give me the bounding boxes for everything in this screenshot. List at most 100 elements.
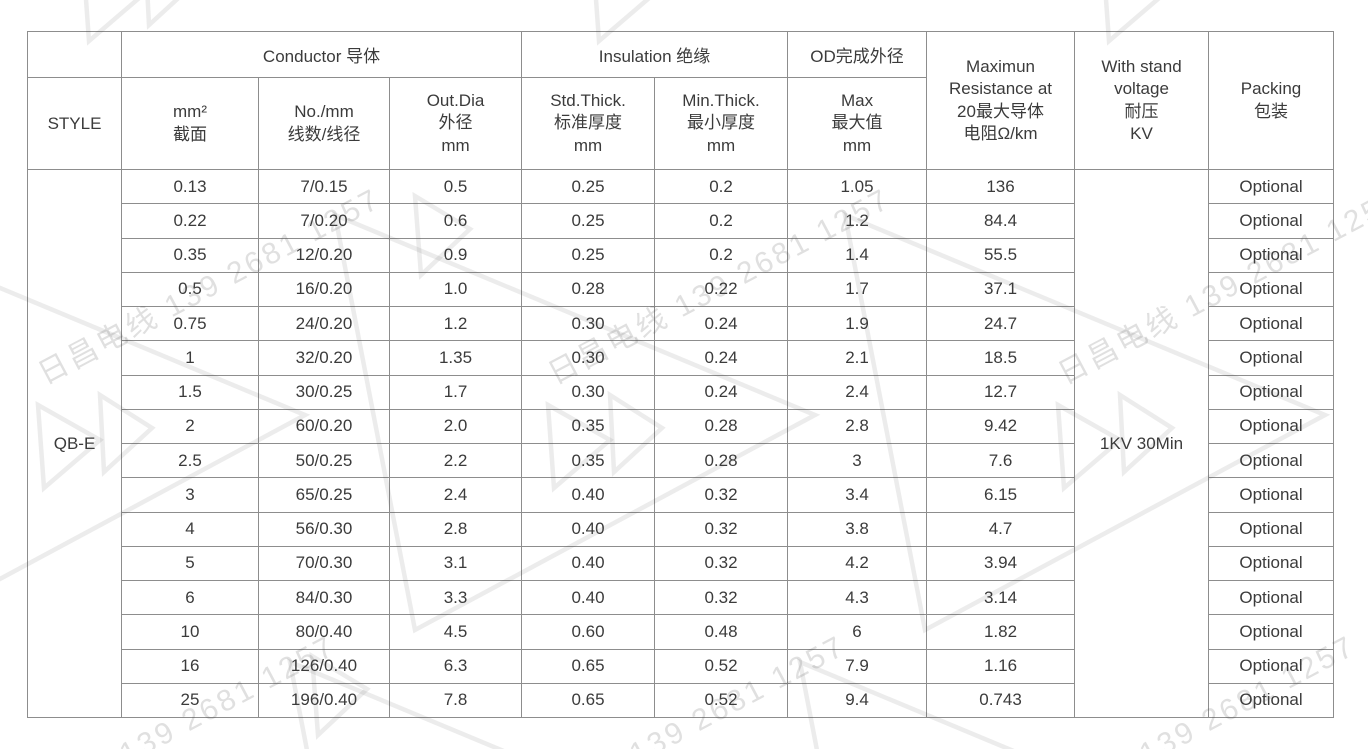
cell-resistance: 7.6 xyxy=(926,442,1076,479)
header-voltage: With stand voltage 耐压 KV xyxy=(1074,31,1210,170)
header-sub-row: STYLE mm² 截面 No./mm 线数/线径 Out.Dia 外径 mm … xyxy=(27,77,1334,170)
cell-od-max: 1.7 xyxy=(787,271,928,308)
cell-resistance: 4.7 xyxy=(926,511,1076,547)
cell-std-thick: 0.25 xyxy=(521,168,656,205)
table-row: 6 84/0.30 3.3 0.40 0.32 4.3 3.14 Optional xyxy=(28,579,1335,616)
table-row: 3 65/0.25 2.4 0.40 0.32 3.4 6.15 Optional xyxy=(28,477,1335,513)
table-row: 0.75 24/0.20 1.2 0.30 0.24 1.9 24.7 Optional xyxy=(28,305,1335,342)
cell-no-mm: 56/0.30 xyxy=(258,511,390,547)
cell-std-thick: 0.25 xyxy=(521,237,656,273)
cell-no-mm: 12/0.20 xyxy=(258,237,390,273)
cell-resistance: 37.1 xyxy=(926,271,1076,308)
cell-std-thick: 0.35 xyxy=(521,408,656,445)
cell-od-max: 7.9 xyxy=(787,648,928,684)
cell-od-max: 3.4 xyxy=(787,477,928,513)
cell-resistance: 55.5 xyxy=(926,237,1076,273)
cell-out-dia: 3.1 xyxy=(388,545,523,582)
header-style: STYLE xyxy=(27,77,122,170)
cell-resistance: 18.5 xyxy=(926,340,1076,376)
header-no-mm: No./mm 线数/线径 xyxy=(258,77,390,170)
cell-mm2: 5 xyxy=(121,545,259,582)
wire-spec-table: Conductor 导体 Insulation 绝缘 OD完成外径 Maximu… xyxy=(27,31,1335,719)
cell-std-thick: 0.65 xyxy=(521,682,656,719)
cell-std-thick: 0.25 xyxy=(521,203,656,239)
cell-od-max: 1.05 xyxy=(787,168,928,205)
cell-mm2: 25 xyxy=(121,682,259,719)
cell-resistance: 3.94 xyxy=(926,545,1076,582)
cell-packing: Optional xyxy=(1208,682,1335,719)
cell-packing: Optional xyxy=(1208,511,1335,547)
header-od-group: OD完成外径 xyxy=(787,31,928,78)
table-row: 10 80/0.40 4.5 0.60 0.48 6 1.82 Optional xyxy=(28,614,1335,650)
cell-packing: Optional xyxy=(1208,374,1335,410)
cell-std-thick: 0.40 xyxy=(521,477,656,513)
cell-od-max: 4.3 xyxy=(787,579,928,616)
header-insulation-group: Insulation 绝缘 xyxy=(521,31,789,78)
cell-std-thick: 0.40 xyxy=(521,545,656,582)
cell-packing: Optional xyxy=(1208,237,1335,273)
cell-od-max: 2.8 xyxy=(787,408,928,445)
cell-std-thick: 0.40 xyxy=(521,579,656,616)
cell-std-thick: 0.30 xyxy=(521,340,656,376)
cell-out-dia: 6.3 xyxy=(388,648,523,684)
table-row: 1 32/0.20 1.35 0.30 0.24 2.1 18.5 Optional xyxy=(28,340,1335,376)
cell-mm2: 3 xyxy=(121,477,259,513)
cell-no-mm: 126/0.40 xyxy=(258,648,390,684)
cell-no-mm: 24/0.20 xyxy=(258,305,390,342)
table-header: Conductor 导体 Insulation 绝缘 OD完成外径 Maximu… xyxy=(27,31,1335,170)
cell-min-thick: 0.32 xyxy=(654,511,789,547)
cell-min-thick: 0.32 xyxy=(654,477,789,513)
table-row: 16 126/0.40 6.3 0.65 0.52 7.9 1.16 Optional xyxy=(28,648,1335,684)
cell-mm2: 0.13 xyxy=(121,168,259,205)
table-row: 25 196/0.40 7.8 0.65 0.52 9.4 0.743 Optional xyxy=(28,682,1335,719)
cell-resistance: 84.4 xyxy=(926,203,1076,239)
cell-min-thick: 0.28 xyxy=(654,408,789,445)
cell-out-dia: 0.6 xyxy=(388,203,523,239)
cell-std-thick: 0.40 xyxy=(521,511,656,547)
cell-std-thick: 0.28 xyxy=(521,271,656,308)
cell-min-thick: 0.22 xyxy=(654,271,789,308)
cell-no-mm: 70/0.30 xyxy=(258,545,390,582)
cell-std-thick: 0.65 xyxy=(521,648,656,684)
cell-od-max: 3.8 xyxy=(787,511,928,547)
cell-packing: Optional xyxy=(1208,305,1335,342)
cell-std-thick: 0.35 xyxy=(521,442,656,479)
cell-mm2: 6 xyxy=(121,579,259,616)
cell-od-max: 3 xyxy=(787,442,928,479)
cell-packing: Optional xyxy=(1208,477,1335,513)
cell-no-mm: 84/0.30 xyxy=(258,579,390,616)
cell-mm2: 2.5 xyxy=(121,442,259,479)
cell-min-thick: 0.32 xyxy=(654,545,789,582)
cell-min-thick: 0.52 xyxy=(654,682,789,719)
cell-no-mm: 65/0.25 xyxy=(258,477,390,513)
header-min-thick: Min.Thick. 最小厚度 mm xyxy=(654,77,789,170)
cell-out-dia: 1.7 xyxy=(388,374,523,410)
cell-mm2: 10 xyxy=(121,614,259,650)
cell-resistance: 1.82 xyxy=(926,614,1076,650)
header-conductor-group: Conductor 导体 xyxy=(120,31,523,78)
cell-packing: Optional xyxy=(1208,614,1335,650)
cell-out-dia: 7.8 xyxy=(388,682,523,719)
cell-resistance: 0.743 xyxy=(926,682,1076,719)
cell-resistance: 9.42 xyxy=(926,408,1076,445)
cell-out-dia: 1.0 xyxy=(388,271,523,308)
cell-od-max: 1.9 xyxy=(787,305,928,342)
cell-min-thick: 0.2 xyxy=(654,203,789,239)
header-group-row: Conductor 导体 Insulation 绝缘 OD完成外径 Maximu… xyxy=(27,31,1335,170)
cell-style-value: QB-E xyxy=(27,169,122,718)
cell-od-max: 9.4 xyxy=(787,682,928,719)
cell-packing: Optional xyxy=(1208,648,1335,684)
cell-out-dia: 4.5 xyxy=(388,614,523,650)
cell-out-dia: 3.3 xyxy=(388,579,523,616)
cell-min-thick: 0.32 xyxy=(654,579,789,616)
table-row: QB-E 0.13 7/0.15 0.5 0.25 0.2 1.05 136 1KV 30Min… xyxy=(27,168,1335,718)
cell-min-thick: 0.28 xyxy=(654,442,789,479)
header-resistance: Maximun Resistance at 20最大导体 电阻Ω/km xyxy=(926,31,1076,170)
header-out-dia: Out.Dia 外径 mm xyxy=(388,77,523,170)
header-packing: Packing 包装 xyxy=(1208,31,1335,170)
cell-mm2: 16 xyxy=(121,648,259,684)
cell-min-thick: 0.48 xyxy=(654,614,789,650)
table-row: 1.5 30/0.25 1.7 0.30 0.24 2.4 12.7 Optional xyxy=(28,374,1335,410)
cell-no-mm: 16/0.20 xyxy=(258,271,390,308)
cell-std-thick: 0.60 xyxy=(521,614,656,650)
